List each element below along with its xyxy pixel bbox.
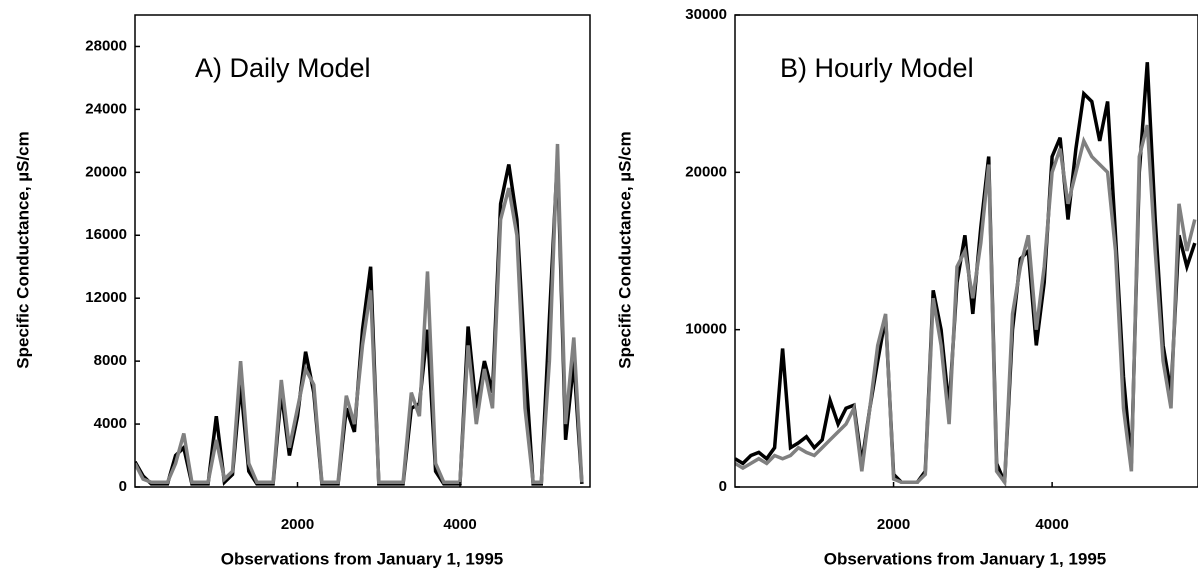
y-tick-label: 24000: [85, 100, 127, 117]
y-tick-label: 20000: [685, 163, 727, 180]
x-tick-label: 4000: [1035, 516, 1068, 533]
y-tick-label: 0: [119, 478, 127, 495]
y-tick-label: 30000: [685, 6, 727, 23]
x-tick-label: 2000: [877, 516, 910, 533]
data-line: [735, 124, 1197, 487]
x-tick-label: 4000: [443, 516, 476, 533]
y-axis-label: Specific Conductance, µS/cm: [13, 131, 32, 368]
chart-title: B) Hourly Model: [780, 53, 974, 83]
chart-title: A) Daily Model: [195, 53, 371, 83]
y-tick-label: 16000: [85, 226, 127, 243]
data-line: [135, 143, 584, 485]
y-tick-label: 4000: [94, 415, 127, 432]
data-line: [135, 156, 584, 487]
plot-frame: [134, 14, 591, 488]
y-axis-label: Specific Conductance, µS/cm: [615, 131, 634, 368]
x-tick-label: 2000: [281, 516, 314, 533]
y-tick-label: 12000: [85, 289, 127, 306]
y-tick-label: 8000: [94, 352, 127, 369]
plot-frame: [734, 14, 1198, 488]
y-tick-label: 0: [719, 478, 727, 495]
x-axis-label: Observations from January 1, 1995: [824, 549, 1107, 568]
x-axis-label: Observations from January 1, 1995: [221, 549, 504, 568]
y-tick-label: 28000: [85, 37, 127, 54]
y-tick-label: 20000: [85, 163, 127, 180]
y-tick-label: 10000: [685, 321, 727, 338]
